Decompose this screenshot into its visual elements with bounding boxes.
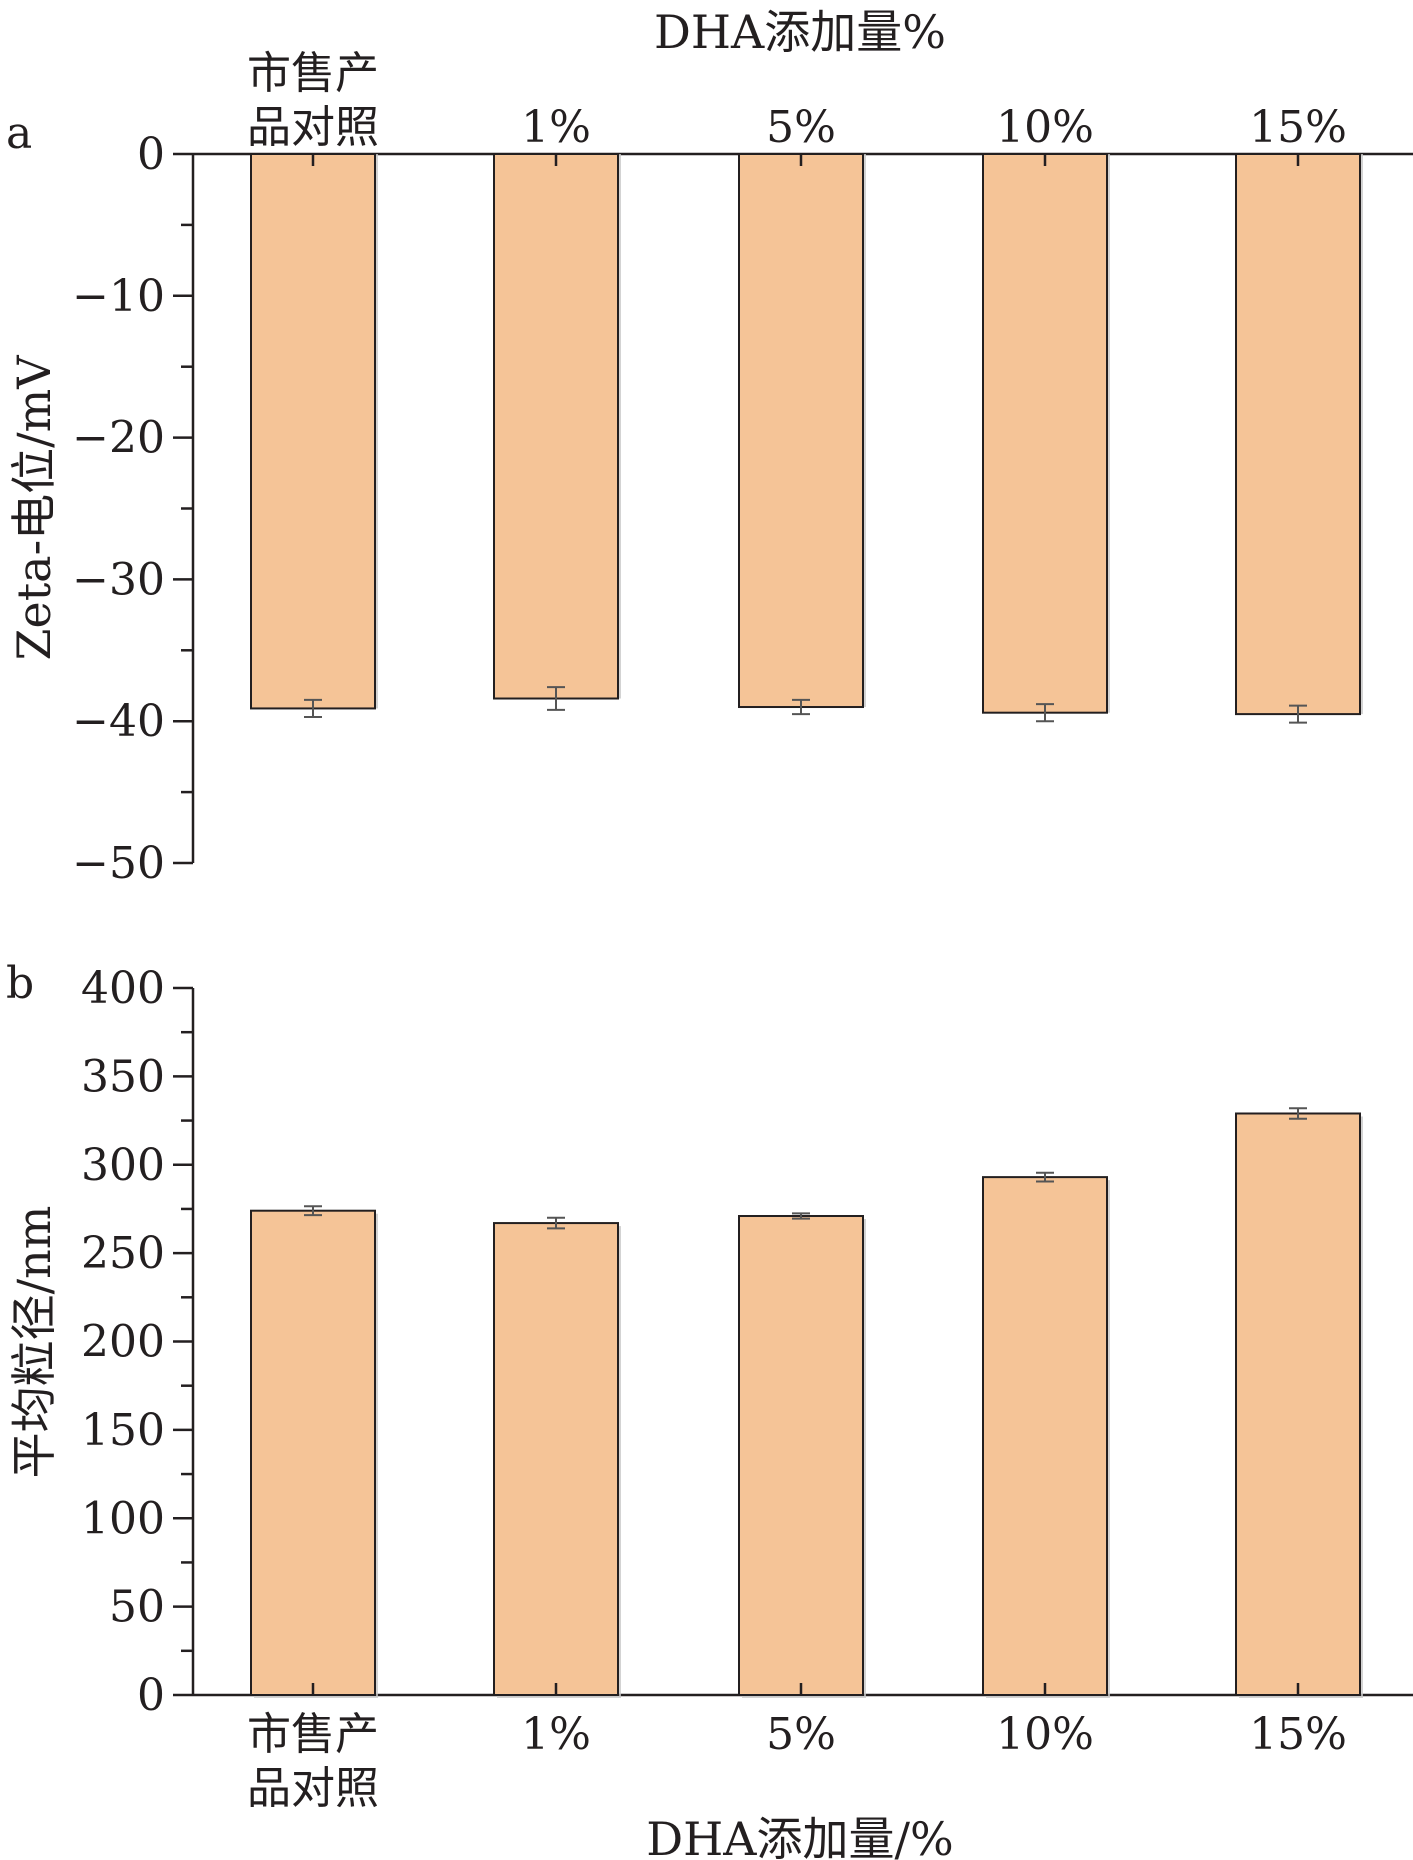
y-tick-label: 400 — [81, 963, 165, 1014]
x-category-label: 10% — [996, 1709, 1094, 1760]
bar — [738, 153, 864, 709]
y-axis-title: 平均粒径/nm — [7, 1206, 61, 1479]
x-category-label: 10% — [996, 102, 1094, 153]
x-category-label: 5% — [766, 1709, 836, 1760]
bar — [1235, 1112, 1361, 1697]
bar — [738, 1215, 864, 1696]
bar — [1235, 153, 1361, 716]
x-category-label: 15% — [1249, 1709, 1347, 1760]
y-tick-label: 150 — [81, 1405, 165, 1456]
x-axis-title: DHA添加量/% — [646, 1812, 953, 1860]
x-category-label: 15% — [1249, 102, 1347, 153]
bar — [982, 153, 1108, 714]
bar — [250, 153, 376, 710]
x-category-label: 5% — [766, 102, 836, 153]
y-tick-label: −20 — [72, 413, 165, 464]
x-category-label: 市售产 — [247, 48, 379, 99]
x-axis-title: DHA添加量% — [654, 5, 946, 59]
y-axis-title: Zeta-电位/mV — [7, 355, 61, 661]
bar — [493, 153, 619, 700]
x-category-label: 品对照 — [247, 1763, 379, 1814]
panel-letter: b — [6, 958, 34, 1009]
y-tick-label: 100 — [81, 1493, 165, 1544]
panel-letter: a — [6, 108, 32, 159]
bar — [982, 1176, 1108, 1697]
y-tick-label: −50 — [72, 838, 165, 889]
y-tick-label: 50 — [109, 1582, 165, 1633]
y-tick-label: −30 — [72, 554, 165, 605]
x-category-label: 1% — [521, 102, 591, 153]
bar — [493, 1222, 619, 1696]
y-tick-label: 200 — [81, 1317, 165, 1368]
y-tick-label: −10 — [72, 271, 165, 322]
x-category-label: 品对照 — [247, 102, 379, 153]
x-category-label: 市售产 — [247, 1709, 379, 1760]
y-tick-label: 350 — [81, 1051, 165, 1102]
y-tick-label: −40 — [72, 696, 165, 747]
y-tick-label: 0 — [137, 129, 165, 180]
y-tick-label: 300 — [81, 1140, 165, 1191]
y-tick-label: 0 — [137, 1670, 165, 1721]
bar — [250, 1209, 376, 1696]
x-category-label: 1% — [521, 1709, 591, 1760]
y-tick-label: 250 — [81, 1228, 165, 1279]
